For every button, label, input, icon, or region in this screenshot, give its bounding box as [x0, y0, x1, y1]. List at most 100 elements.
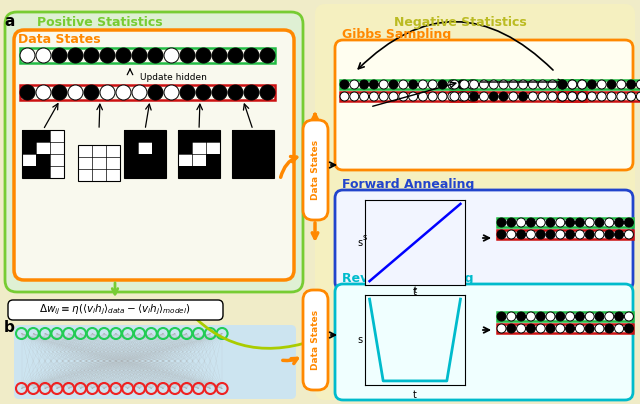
Circle shape — [260, 48, 275, 63]
Circle shape — [458, 80, 467, 89]
Bar — [36, 130, 50, 142]
Circle shape — [578, 92, 587, 101]
Circle shape — [536, 324, 545, 333]
Circle shape — [379, 80, 388, 89]
Circle shape — [360, 80, 369, 89]
Circle shape — [526, 230, 536, 239]
Circle shape — [497, 218, 506, 227]
Circle shape — [497, 312, 506, 321]
Circle shape — [132, 85, 147, 100]
Circle shape — [408, 92, 418, 101]
Text: Reverse Annealing: Reverse Annealing — [342, 272, 474, 285]
Circle shape — [558, 80, 567, 89]
FancyBboxPatch shape — [303, 120, 328, 220]
FancyBboxPatch shape — [335, 284, 633, 400]
Text: s: s — [357, 335, 362, 345]
Circle shape — [546, 324, 555, 333]
Circle shape — [607, 80, 616, 89]
Circle shape — [536, 312, 545, 321]
Circle shape — [614, 324, 623, 333]
Circle shape — [585, 218, 594, 227]
Circle shape — [546, 230, 555, 239]
Bar — [497, 230, 634, 239]
Circle shape — [460, 92, 468, 101]
Circle shape — [595, 230, 604, 239]
Bar — [260, 166, 274, 178]
Bar — [192, 130, 206, 142]
Bar — [152, 142, 166, 154]
Circle shape — [389, 92, 398, 101]
Circle shape — [100, 85, 115, 100]
Circle shape — [536, 218, 545, 227]
Circle shape — [617, 92, 626, 101]
Bar — [138, 130, 152, 142]
Circle shape — [212, 48, 227, 63]
Circle shape — [379, 92, 388, 101]
Circle shape — [467, 80, 476, 89]
Bar — [138, 166, 152, 178]
Bar — [22, 130, 36, 142]
Circle shape — [566, 218, 575, 227]
Circle shape — [36, 48, 51, 63]
Bar — [192, 166, 206, 178]
Text: Data States: Data States — [18, 33, 100, 46]
Bar — [124, 154, 138, 166]
Circle shape — [516, 312, 525, 321]
Text: t: t — [413, 389, 417, 400]
Circle shape — [228, 48, 243, 63]
Bar — [497, 312, 634, 321]
Circle shape — [516, 218, 525, 227]
Bar — [124, 130, 166, 178]
Bar — [246, 166, 260, 178]
Bar — [497, 218, 634, 227]
Bar — [260, 130, 274, 142]
Circle shape — [116, 48, 131, 63]
Bar — [152, 154, 166, 166]
Circle shape — [556, 312, 564, 321]
Circle shape — [164, 85, 179, 100]
Circle shape — [489, 92, 498, 101]
Circle shape — [597, 80, 606, 89]
Bar — [497, 324, 634, 333]
Bar — [232, 130, 274, 178]
Bar — [178, 130, 192, 142]
Circle shape — [20, 85, 35, 100]
Circle shape — [575, 324, 584, 333]
Circle shape — [507, 312, 516, 321]
Bar — [20, 85, 275, 100]
Circle shape — [458, 92, 467, 101]
Text: $\Delta w_{ij} \equiv \eta(\langle v_i h_j \rangle_{data} - \langle v_i h_j \ran: $\Delta w_{ij} \equiv \eta(\langle v_i h… — [39, 303, 191, 317]
Bar — [178, 130, 220, 178]
FancyBboxPatch shape — [8, 300, 223, 320]
Circle shape — [507, 324, 516, 333]
Circle shape — [595, 324, 604, 333]
Circle shape — [595, 312, 604, 321]
Text: Update hidden: Update hidden — [140, 73, 207, 82]
Circle shape — [228, 85, 243, 100]
FancyBboxPatch shape — [335, 40, 633, 170]
Bar — [206, 154, 220, 166]
Circle shape — [389, 80, 398, 89]
Bar — [232, 130, 246, 142]
Circle shape — [625, 312, 634, 321]
Text: t: t — [413, 287, 417, 297]
Circle shape — [408, 80, 418, 89]
Circle shape — [548, 80, 557, 89]
Circle shape — [509, 92, 518, 101]
Bar — [340, 80, 476, 89]
Bar — [124, 166, 138, 178]
Circle shape — [212, 85, 227, 100]
Circle shape — [607, 92, 616, 101]
Text: Data States: Data States — [311, 140, 320, 200]
Circle shape — [529, 92, 538, 101]
Circle shape — [566, 312, 575, 321]
Circle shape — [526, 312, 536, 321]
Circle shape — [605, 218, 614, 227]
Circle shape — [605, 312, 614, 321]
Circle shape — [340, 92, 349, 101]
Circle shape — [52, 85, 67, 100]
Circle shape — [575, 230, 584, 239]
Circle shape — [556, 218, 564, 227]
Circle shape — [516, 230, 525, 239]
Circle shape — [148, 85, 163, 100]
